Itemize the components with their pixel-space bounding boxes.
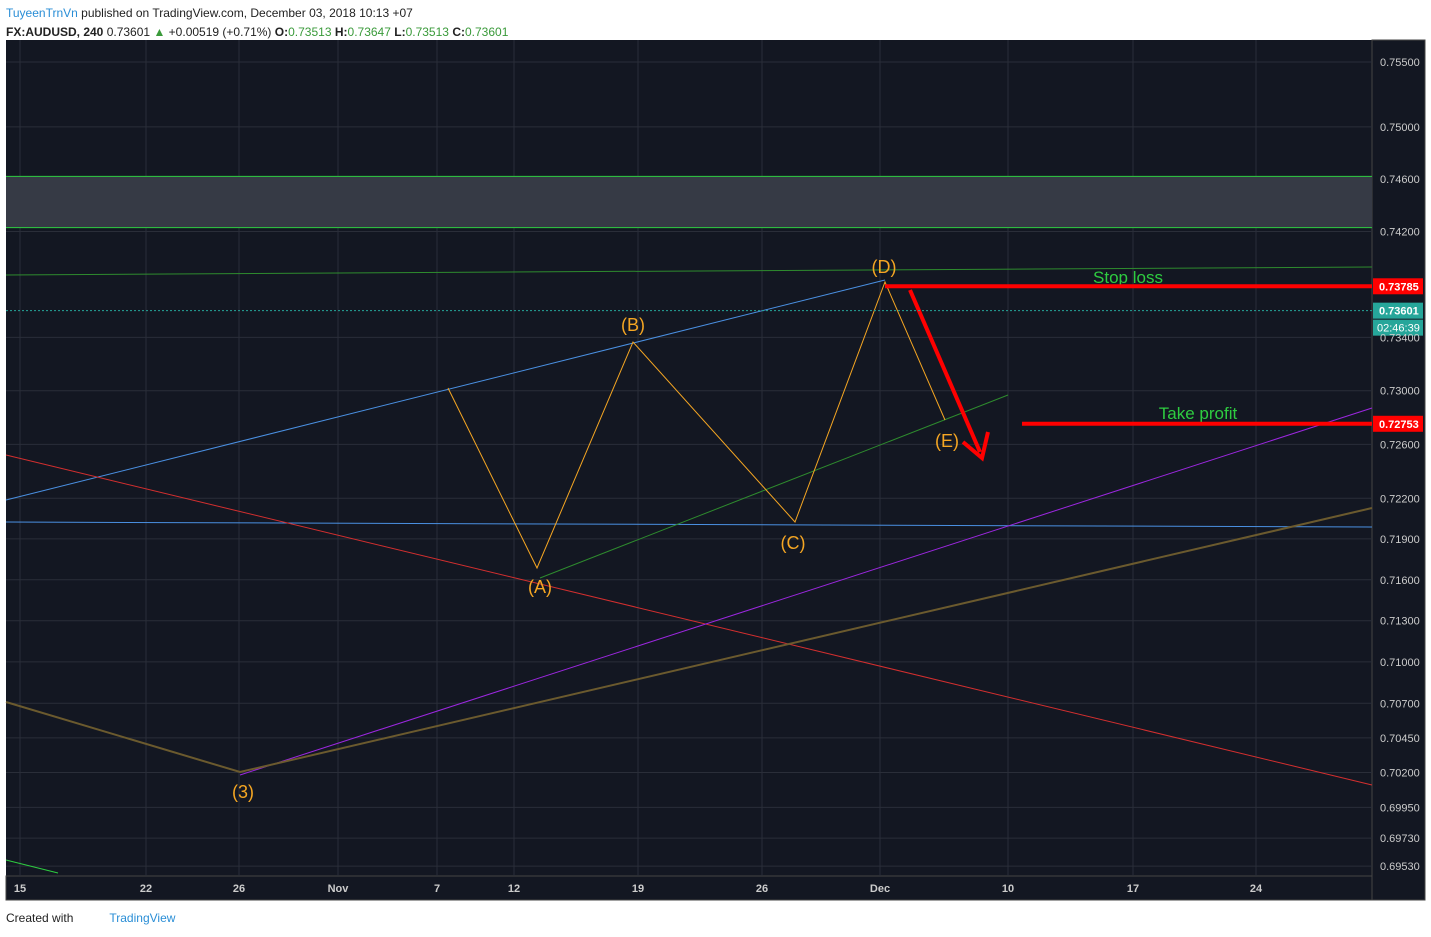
price-tag-label: 0.73785: [1379, 281, 1419, 293]
price-tick-label: 0.73400: [1380, 332, 1420, 344]
price-tick-label: 0.74600: [1380, 174, 1420, 186]
ohlc-label: L:: [394, 25, 406, 39]
wave-label: (E): [935, 431, 959, 451]
price-tick-label: 0.72600: [1380, 439, 1420, 451]
annotation: Stop loss: [1093, 268, 1163, 287]
price-tick-label: 0.75500: [1380, 57, 1420, 69]
symbol: FX:AUDUSD, 240: [6, 25, 104, 39]
publish-line: TuyeenTrnVn published on TradingView.com…: [6, 4, 508, 23]
annotation: Take profit: [1159, 404, 1238, 423]
created: Created with: [6, 911, 74, 925]
up-icon: ▲: [153, 25, 166, 39]
ohlc: O:0.73513 H:0.73647 L:0.73513 C:0.73601: [275, 25, 509, 39]
date-tick-label: Nov: [328, 883, 350, 895]
ohlc-value: 0.73513: [288, 25, 332, 39]
trend-line: [5, 279, 886, 501]
price-tag: [1373, 415, 1423, 432]
trend-line: [539, 394, 1009, 579]
price-tick-label: 0.70700: [1380, 698, 1420, 710]
trend-line: [5, 454, 1373, 786]
date-tick-label: 22: [140, 883, 152, 895]
price-tick-label: 0.73000: [1380, 386, 1420, 398]
date-axis: [5, 875, 1373, 901]
price-tag-label: 0.72753: [1379, 419, 1419, 431]
price-tick-label: 0.69530: [1380, 861, 1420, 873]
ohlc-value: 0.73647: [347, 25, 391, 39]
wave-label: (D): [872, 257, 897, 277]
price-tick-label: 0.69950: [1380, 802, 1420, 814]
price-tag-label: 0.73601: [1379, 306, 1419, 318]
trend-line: [5, 859, 59, 874]
trend-line: [5, 266, 1373, 276]
price-tag: [1373, 278, 1423, 295]
published: published on TradingView.com, December 0…: [81, 6, 413, 20]
ohlc-label: C:: [452, 25, 465, 39]
price-tick-label: 0.71300: [1380, 616, 1420, 628]
price-tick-label: 0.74200: [1380, 227, 1420, 239]
footer: Created with TradingView: [6, 911, 175, 925]
arrow-head: [961, 431, 990, 462]
wave-label: (C): [781, 533, 806, 553]
author[interactable]: TuyeenTrnVn: [6, 6, 78, 20]
wave-label: (3): [232, 782, 254, 802]
wave-label: (B): [621, 315, 645, 335]
price-tick-label: 0.70450: [1380, 733, 1420, 745]
ohlc-label: H:: [334, 25, 348, 39]
arrow: [908, 289, 982, 453]
timer: 02:46:39: [1377, 323, 1420, 335]
header: TuyeenTrnVn published on TradingView.com…: [6, 4, 508, 42]
date-tick-label: 24: [1250, 883, 1263, 895]
date-tick-label: Dec: [870, 883, 890, 895]
timer-box: [1373, 319, 1423, 336]
trend-line: [5, 507, 1373, 774]
date-tick-label: 26: [756, 883, 768, 895]
price-tick-label: 0.71600: [1380, 575, 1420, 587]
trend-line: [5, 521, 1373, 528]
zone: [6, 176, 1372, 228]
date-tick-label: 10: [1002, 883, 1014, 895]
date-tick-label: 26: [233, 883, 245, 895]
brand[interactable]: TradingView: [109, 911, 176, 925]
price-tick-label: 0.72200: [1380, 493, 1420, 505]
price-tag: [1373, 302, 1423, 319]
trend-line: [239, 407, 1373, 776]
price-tick-label: 0.75000: [1380, 122, 1420, 134]
price-tick-label: 0.70200: [1380, 768, 1420, 780]
plot-area: [6, 40, 1372, 876]
date-tick-label: 17: [1127, 883, 1139, 895]
price-axis: [1371, 39, 1426, 901]
date-tick-label: 15: [14, 883, 26, 895]
date-tick-label: 12: [508, 883, 520, 895]
ohlc-value: 0.73601: [464, 25, 509, 39]
date-tick-label: 7: [434, 883, 440, 895]
ohlc-value: 0.73513: [405, 25, 449, 39]
last: 0.73601: [106, 25, 151, 39]
price-tick-label: 0.71000: [1380, 657, 1420, 669]
date-tick-label: 19: [632, 883, 644, 895]
price-tick-label: 0.71900: [1380, 534, 1420, 546]
ohlc-label: O:: [274, 25, 289, 39]
quote-line: FX:AUDUSD, 240 0.73601 ▲ +0.00519 (+0.71…: [6, 23, 508, 42]
wave-label: (A): [528, 577, 552, 597]
change: +0.00519 (+0.71%): [168, 25, 272, 39]
price-tick-label: 0.69730: [1380, 833, 1420, 845]
wave-path: [447, 280, 946, 570]
